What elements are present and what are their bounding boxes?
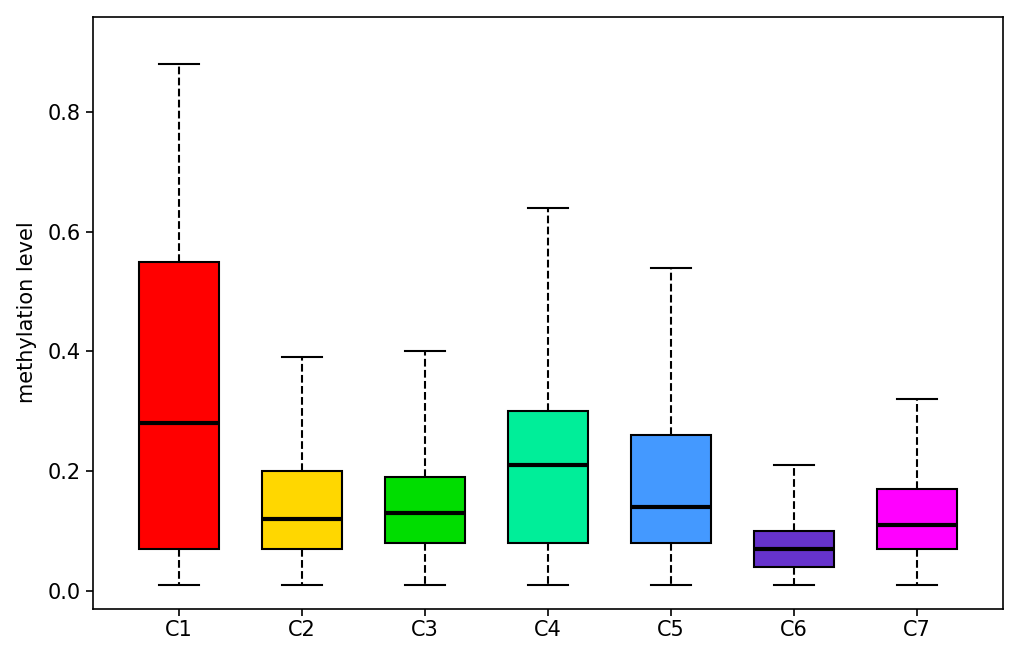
PathPatch shape [262,471,341,549]
PathPatch shape [507,411,588,543]
Y-axis label: methylation level: methylation level [16,221,37,403]
PathPatch shape [385,477,465,543]
PathPatch shape [139,261,219,549]
PathPatch shape [631,435,710,543]
PathPatch shape [753,531,834,567]
PathPatch shape [876,489,956,549]
